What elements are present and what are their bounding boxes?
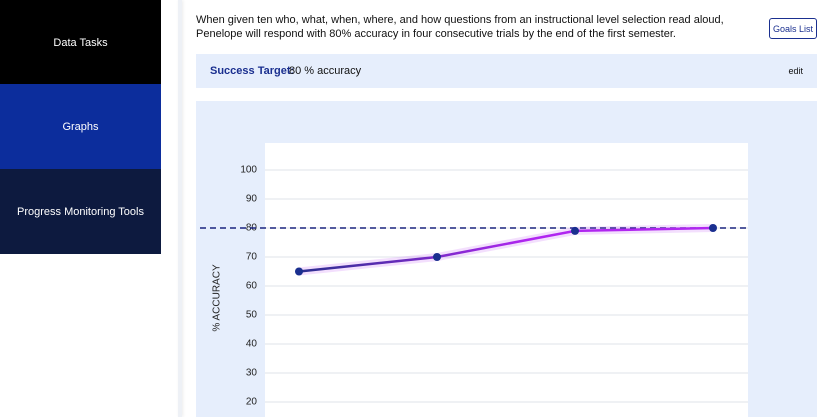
- data-point: [571, 226, 579, 235]
- y-tick-label: 50: [246, 310, 258, 321]
- success-value: 80 % accuracy: [289, 65, 362, 77]
- y-tick-label: 70: [246, 252, 258, 263]
- y-axis-label: % ACCURACY: [212, 264, 223, 332]
- nav-item[interactable]: Data Tasks: [0, 0, 161, 85]
- y-tick-label: 40: [246, 339, 258, 350]
- y-tick-label: 20: [246, 397, 258, 408]
- plot-area: [265, 143, 748, 417]
- nav-item[interactable]: Graphs: [0, 84, 161, 169]
- data-point: [295, 267, 303, 276]
- nav-item[interactable]: Progress Monitoring Tools: [0, 169, 161, 254]
- series-line: [298, 226, 714, 273]
- y-tick-label: 60: [246, 281, 258, 292]
- divider: [178, 0, 182, 417]
- y-tick-label: 100: [240, 165, 257, 176]
- data-point: [709, 224, 717, 232]
- goals-list-button[interactable]: Goals List: [769, 18, 817, 39]
- success-label: Success Target:: [210, 65, 295, 77]
- goal-text: When given ten who, what, when, where, a…: [196, 14, 724, 40]
- data-point: [433, 253, 441, 261]
- y-tick-label: 30: [246, 368, 258, 379]
- y-tick-label: 90: [246, 194, 258, 205]
- edit-link[interactable]: edit: [788, 66, 803, 76]
- success-target: Success Target: 80 % accuracy edit: [196, 54, 817, 88]
